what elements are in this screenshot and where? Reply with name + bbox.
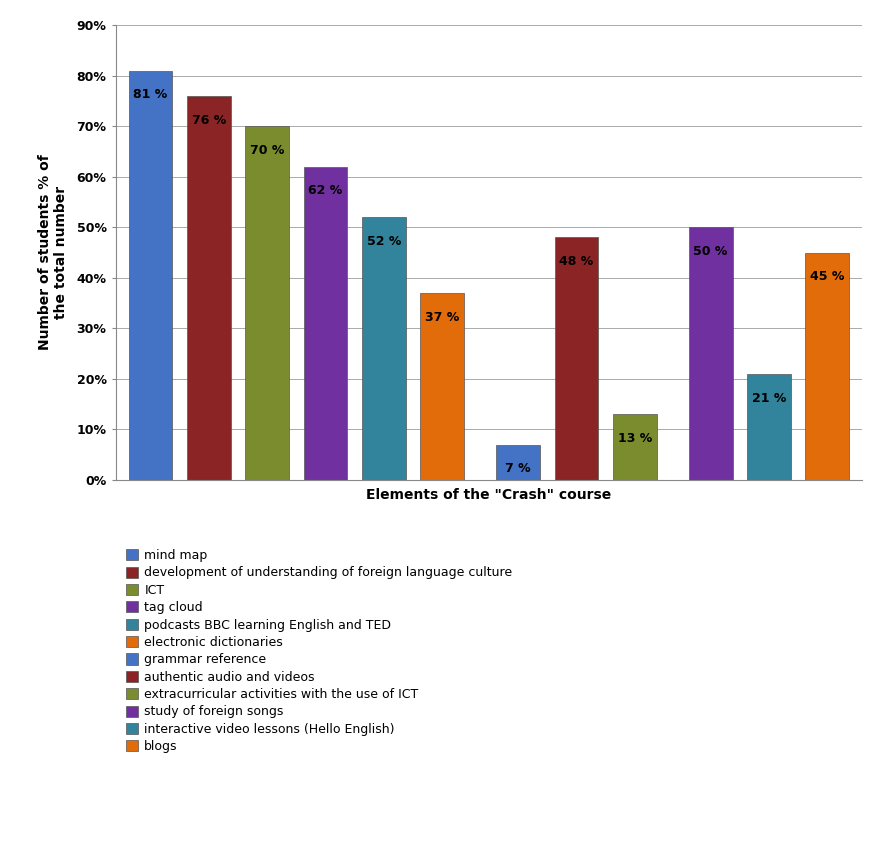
Bar xyxy=(555,237,598,480)
Bar xyxy=(187,96,231,480)
Bar xyxy=(496,445,540,480)
Bar xyxy=(747,374,791,480)
Text: 13 %: 13 % xyxy=(618,432,652,445)
Bar xyxy=(129,71,172,480)
Text: 62 %: 62 % xyxy=(308,184,343,197)
Text: 48 %: 48 % xyxy=(559,255,594,268)
Text: 45 %: 45 % xyxy=(810,270,845,283)
Bar xyxy=(689,227,733,480)
Bar xyxy=(362,217,405,480)
Text: 50 %: 50 % xyxy=(693,245,728,258)
Text: 21 %: 21 % xyxy=(752,392,786,404)
Text: 76 %: 76 % xyxy=(192,114,226,126)
Text: 37 %: 37 % xyxy=(425,311,460,323)
X-axis label: Elements of the "Crash" course: Elements of the "Crash" course xyxy=(366,488,612,503)
Bar xyxy=(420,293,464,480)
Text: 70 %: 70 % xyxy=(250,144,284,157)
Text: 52 %: 52 % xyxy=(367,235,401,248)
Bar xyxy=(613,414,657,480)
Legend: mind map, development of understanding of foreign language culture, ICT, tag clo: mind map, development of understanding o… xyxy=(122,546,517,757)
Bar xyxy=(304,167,348,480)
Bar xyxy=(805,253,849,480)
Bar xyxy=(245,126,289,480)
Text: 7 %: 7 % xyxy=(505,462,531,475)
Text: 81 %: 81 % xyxy=(133,88,168,101)
Y-axis label: Number of students % of
the total number: Number of students % of the total number xyxy=(38,155,68,350)
